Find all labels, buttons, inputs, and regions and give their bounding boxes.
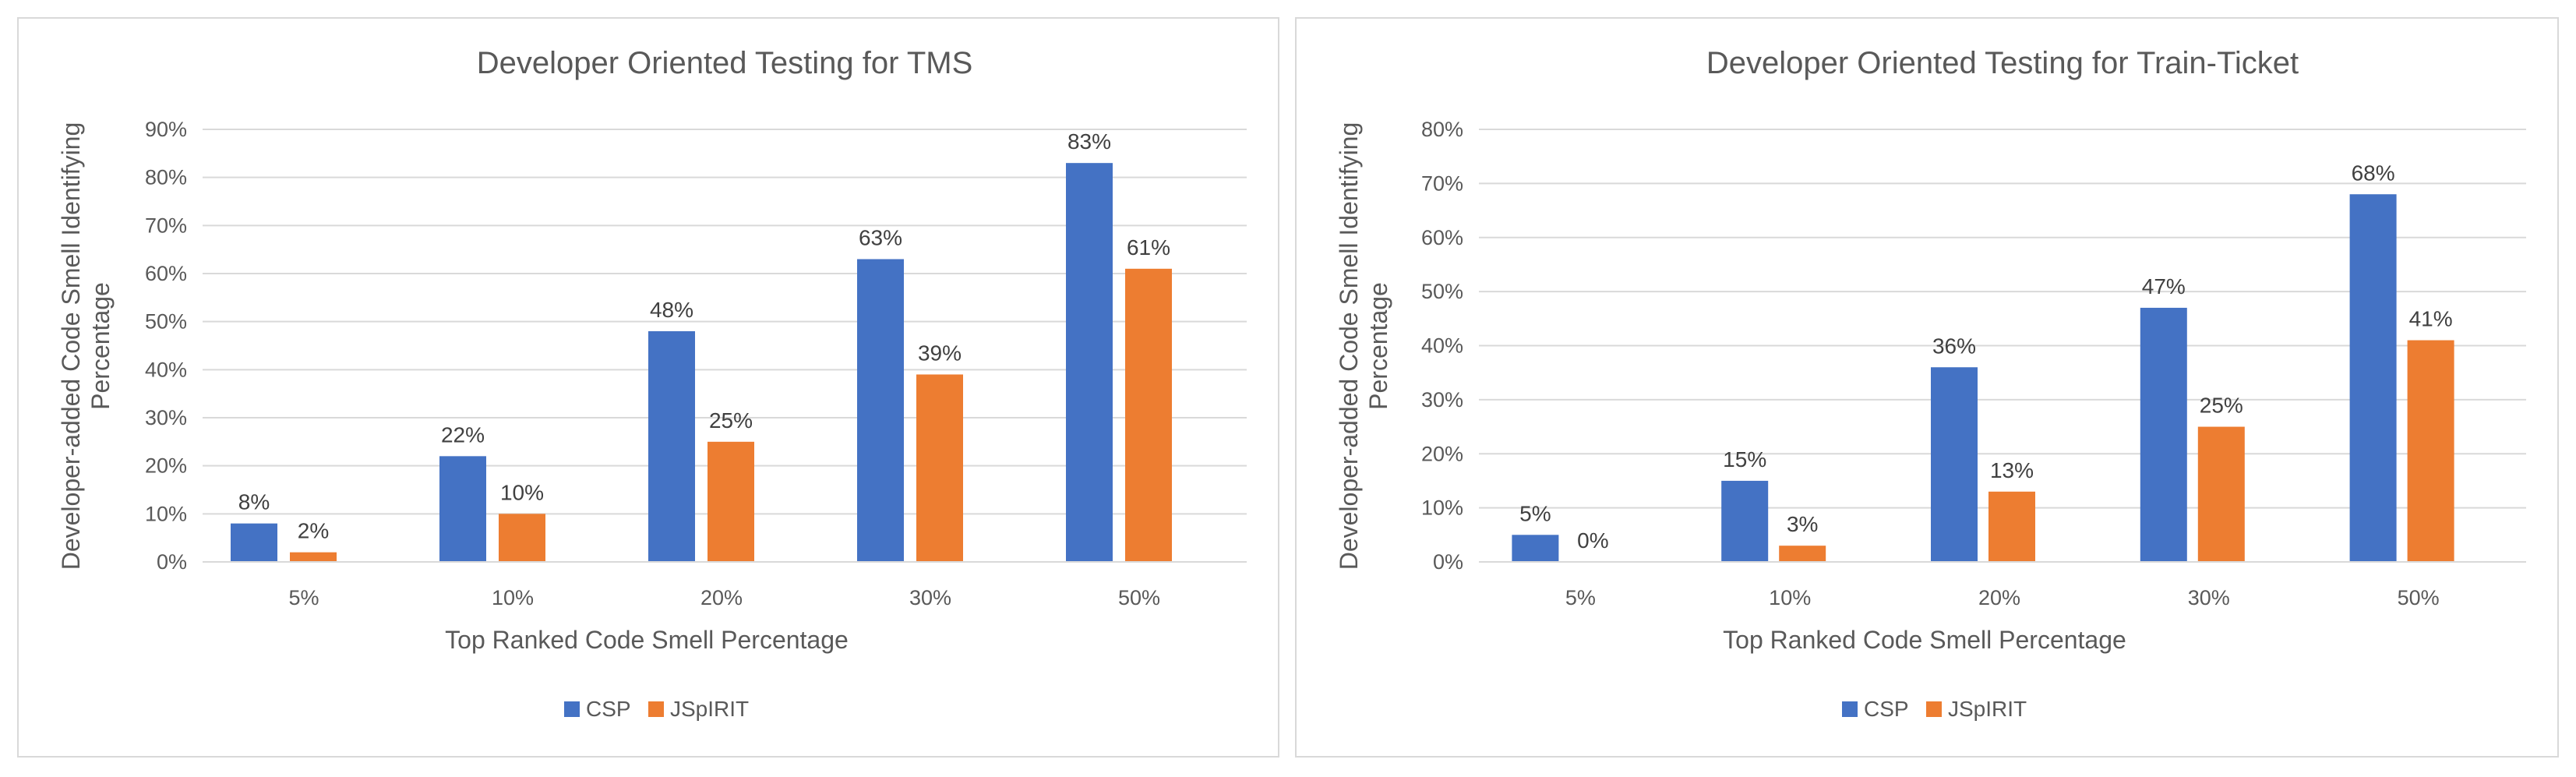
x-tick-label: 10% — [492, 586, 534, 609]
data-label: 0% — [1577, 528, 1608, 553]
y-tick-label: 10% — [145, 502, 187, 525]
y-tick-label: 0% — [157, 550, 187, 574]
data-label: 10% — [500, 480, 544, 504]
x-tick-label: 30% — [909, 586, 951, 609]
bar-csp-4 — [1066, 163, 1113, 562]
bar-csp-0 — [1512, 535, 1559, 562]
bar-jspirit-2 — [708, 441, 754, 562]
bar-jspirit-4 — [2407, 340, 2454, 562]
y-tick-label: 70% — [1421, 171, 1463, 195]
y-axis-title: Developer-added Code Smell Identifying Pe… — [57, 122, 115, 570]
data-label: 3% — [1787, 512, 1818, 536]
legend: CSP JSpIRIT — [564, 697, 749, 721]
x-axis-title: Top Ranked Code Smell Percentage — [1723, 626, 2126, 654]
x-tick-label: 50% — [2398, 586, 2440, 609]
x-tick-label: 5% — [288, 586, 319, 609]
x-tick-label: 30% — [2188, 586, 2230, 609]
chart-panel-tms: Developer Oriented Testing for TMS 0% 10% 2… — [17, 17, 1279, 758]
data-label: 47% — [2142, 274, 2186, 298]
y-tick-label: 50% — [145, 310, 187, 334]
data-label: 25% — [2200, 394, 2243, 418]
y-tick-label: 30% — [145, 406, 187, 429]
legend-swatch-jspirit — [1926, 701, 1942, 717]
legend-swatch-jspirit — [648, 701, 664, 717]
bar-csp-0 — [231, 523, 277, 562]
bar-jspirit-3 — [916, 374, 963, 562]
bar-jspirit-0 — [290, 552, 337, 562]
y-tick-label: 70% — [145, 214, 187, 237]
y-axis-title-line: Percentage — [1364, 282, 1392, 410]
bar-csp-3 — [857, 259, 904, 562]
data-label: 8% — [238, 490, 270, 514]
y-tick-label: 60% — [1421, 226, 1463, 249]
bar-jspirit-1 — [1779, 546, 1826, 562]
bar-csp-1 — [439, 456, 486, 562]
bar-jspirit-4 — [1125, 268, 1172, 562]
legend-label: JSpIRIT — [670, 697, 749, 721]
data-label: 39% — [918, 341, 962, 366]
y-tick-label: 30% — [1421, 388, 1463, 411]
y-tick-label: 60% — [145, 262, 187, 285]
y-tick-label: 40% — [1421, 334, 1463, 358]
chart-train-ticket: Developer Oriented Testing for Train-Tic… — [1335, 46, 2526, 721]
data-label: 68% — [2352, 161, 2395, 185]
chart-tms: Developer Oriented Testing for TMS 0% 10% 2… — [57, 46, 1247, 721]
bar-csp-4 — [2349, 194, 2397, 562]
bar-csp-2 — [648, 331, 695, 562]
bar-jspirit-3 — [2197, 426, 2245, 562]
data-label: 25% — [709, 408, 753, 433]
y-tick-label: 10% — [1421, 496, 1463, 520]
bar-jspirit-1 — [499, 514, 545, 562]
bar-jspirit-2 — [1988, 491, 2035, 562]
y-tick-label: 80% — [145, 166, 187, 189]
legend-label: CSP — [586, 697, 631, 721]
data-label: 63% — [859, 226, 902, 250]
x-axis-title: Top Ranked Code Smell Percentage — [445, 626, 849, 654]
data-label: 13% — [1990, 458, 2034, 482]
legend-label: CSP — [1864, 697, 1909, 721]
x-tick-label: 10% — [1769, 586, 1811, 609]
y-axis-title-line: Developer-added Code Smell Identifying — [57, 122, 85, 570]
y-tick-label: 0% — [1433, 550, 1463, 574]
y-axis-title: Developer-added Code Smell Identifying Pe… — [1335, 122, 1392, 570]
data-label: 22% — [441, 422, 485, 447]
x-tick-label: 50% — [1118, 586, 1160, 609]
legend: CSP JSpIRIT — [1842, 697, 2027, 721]
legend-swatch-csp — [564, 701, 580, 717]
y-tick-label: 20% — [145, 454, 187, 478]
data-label: 61% — [1127, 235, 1170, 260]
bar-csp-1 — [1721, 480, 1769, 562]
y-axis-title-line: Developer-added Code Smell Identifying — [1335, 122, 1363, 570]
data-label: 5% — [1519, 501, 1551, 525]
chart-title: Developer Oriented Testing for TMS — [477, 46, 973, 80]
y-tick-label: 80% — [1421, 118, 1463, 141]
data-label: 83% — [1067, 129, 1111, 154]
bar-csp-3 — [2140, 307, 2187, 562]
chart-panel-train-ticket: Developer Oriented Testing for Train-Tic… — [1295, 17, 2559, 758]
data-label: 36% — [1932, 334, 1976, 358]
y-tick-label: 50% — [1421, 280, 1463, 303]
x-tick-label: 20% — [1978, 586, 2020, 609]
legend-swatch-csp — [1842, 701, 1858, 717]
data-label: 48% — [650, 298, 693, 322]
chart-title: Developer Oriented Testing for Train-Tic… — [1706, 46, 2299, 80]
y-tick-label: 40% — [145, 358, 187, 381]
legend-label: JSpIRIT — [1948, 697, 2027, 721]
x-tick-label: 20% — [700, 586, 743, 609]
y-axis-title-line: Percentage — [86, 282, 115, 410]
data-label: 2% — [298, 519, 329, 543]
x-tick-label: 5% — [1565, 586, 1596, 609]
y-tick-label: 20% — [1421, 442, 1463, 465]
data-label: 15% — [1723, 447, 1766, 471]
bar-csp-2 — [1931, 367, 1978, 562]
y-tick-label: 90% — [145, 118, 187, 141]
data-label: 41% — [2409, 307, 2453, 331]
